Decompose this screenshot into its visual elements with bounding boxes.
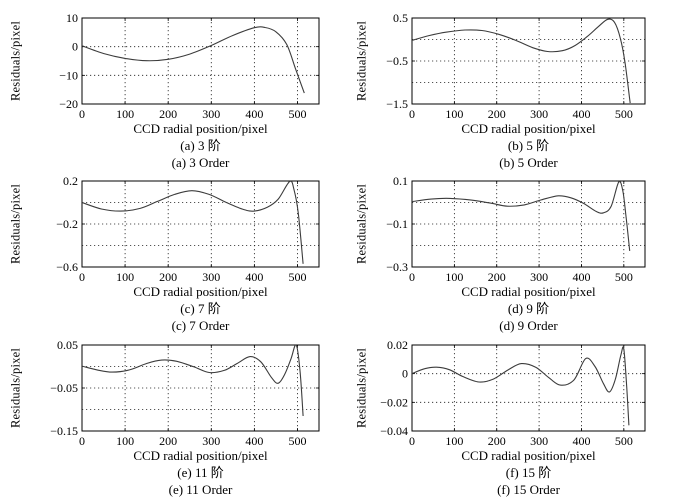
x-tick-label: 500 — [615, 270, 633, 284]
x-tick-label: 100 — [445, 270, 463, 284]
y-tick-label: 0 — [402, 367, 408, 381]
x-tick-label: 200 — [159, 270, 177, 284]
caption-english: (d) 9 Order — [499, 318, 558, 333]
caption-chinese: (d) 9 阶 — [507, 301, 550, 316]
plot-border — [81, 180, 320, 268]
residual-curve — [412, 346, 630, 426]
y-tick-label: −10 — [59, 68, 78, 82]
x-tick-label: 500 — [288, 270, 306, 284]
x-tick-label: 100 — [445, 107, 463, 121]
x-tick-label: 200 — [488, 107, 506, 121]
x-tick-label: 500 — [288, 434, 306, 448]
y-tick-label: 0 — [72, 40, 78, 54]
plot-area: 0 100 200 300 400 500 0.05 −0.05 −0.15 — [50, 338, 320, 448]
y-tick-label: 0.2 — [63, 174, 78, 188]
x-tick-label: 400 — [245, 434, 263, 448]
x-tick-label: 500 — [615, 107, 633, 121]
caption-chinese: (a) 3 阶 — [180, 138, 221, 153]
y-tick-label: 0.02 — [387, 338, 408, 352]
x-axis-label: CCD radial position/pixel — [133, 448, 268, 463]
y-tick-label: 0.1 — [393, 174, 408, 188]
x-axis-label: CCD radial position/pixel — [461, 121, 596, 136]
y-tick-label: −0.02 — [380, 395, 408, 409]
y-tick-label: 0.05 — [57, 338, 78, 352]
x-tick-label: 100 — [116, 107, 134, 121]
x-tick-label: 400 — [572, 270, 590, 284]
x-tick-label: 500 — [288, 107, 306, 121]
subplot: Residuals/pixel 0 100 200 300 400 500 0.02 0 −0.… — [350, 335, 700, 503]
x-tick-label: 400 — [245, 107, 263, 121]
caption-english: (e) 11 Order — [168, 482, 233, 497]
x-tick-label: 200 — [488, 434, 506, 448]
x-tick-label: 300 — [202, 434, 220, 448]
x-tick-label: 300 — [530, 270, 548, 284]
subplot: Residuals/pixel 0 100 200 300 400 500 10 0 −10 −2… — [0, 0, 350, 170]
x-tick-label: 300 — [530, 107, 548, 121]
subplot: Residuals/pixel 0 100 200 300 400 500 0.5 −0.5−… — [350, 0, 700, 170]
y-tick-label: −0.3 — [386, 260, 408, 274]
x-tick-label: 0 — [79, 107, 85, 121]
plot-area: 0 100 200 300 400 500 0.2 −0.2 −0.6 — [56, 174, 320, 284]
y-tick-label: −1.5 — [386, 97, 408, 111]
y-tick-label: 10 — [66, 11, 78, 25]
x-tick-label: 0 — [409, 270, 415, 284]
x-tick-label: 500 — [615, 434, 633, 448]
x-tick-label: 100 — [116, 434, 134, 448]
caption-english: (a) 3 Order — [171, 155, 230, 170]
plot-area: 0 100 200 300 400 500 0.1 −0.1 −0.3 — [386, 174, 646, 284]
subplot: Residuals/pixel 0 100 200 300 400 500 0.2 −0.2−… — [0, 168, 350, 335]
residual-curve — [412, 18, 631, 104]
plot-area: 0 100 200 300 400 500 0.02 0 −0.02 −0.04 — [380, 338, 646, 448]
plot-border — [81, 344, 320, 432]
y-tick-label: −0.05 — [50, 381, 78, 395]
plot-area: 0 100 200 300 400 500 0.5 −0.5 −1.5 — [386, 11, 646, 121]
x-tick-label: 0 — [409, 434, 415, 448]
y-tick-label: −0.6 — [56, 260, 78, 274]
x-axis-label: CCD radial position/pixel — [133, 284, 268, 299]
plot-border — [411, 180, 646, 268]
x-tick-label: 0 — [409, 107, 415, 121]
x-tick-label: 200 — [159, 434, 177, 448]
caption-chinese: (f) 15 阶 — [505, 465, 552, 480]
x-tick-label: 0 — [79, 270, 85, 284]
residual-curve — [82, 345, 304, 417]
plot-border — [411, 344, 646, 432]
x-axis-label: CCD radial position/pixel — [461, 448, 596, 463]
residual-curve — [82, 26, 305, 94]
x-tick-label: 300 — [202, 270, 220, 284]
y-tick-label: −0.04 — [380, 424, 408, 438]
x-tick-label: 0 — [79, 434, 85, 448]
y-tick-label: −0.1 — [386, 217, 408, 231]
x-tick-label: 200 — [159, 107, 177, 121]
caption-english: (f) 15 Order — [497, 482, 560, 497]
residual-curve — [82, 181, 304, 264]
y-tick-label: −20 — [59, 97, 78, 111]
caption-english: (c) 7 Order — [171, 318, 230, 333]
y-tick-label: −0.15 — [50, 424, 78, 438]
residual-curve — [412, 181, 631, 251]
y-tick-label: −0.2 — [56, 217, 78, 231]
x-tick-label: 400 — [572, 434, 590, 448]
x-axis-label: CCD radial position/pixel — [133, 121, 268, 136]
caption-chinese: (e) 11 阶 — [177, 465, 224, 480]
x-tick-label: 300 — [202, 107, 220, 121]
x-tick-label: 300 — [530, 434, 548, 448]
x-tick-label: 100 — [116, 270, 134, 284]
x-tick-label: 100 — [445, 434, 463, 448]
y-tick-label: −0.5 — [386, 54, 408, 68]
x-tick-label: 200 — [488, 270, 506, 284]
subplot: Residuals/pixel 0 100 200 300 400 500 0.1 −0.1−… — [350, 168, 700, 335]
x-tick-label: 400 — [572, 107, 590, 121]
subplot: Residuals/pixel 0 100 200 300 400 500 0.05 −0.0… — [0, 335, 350, 503]
x-tick-label: 400 — [245, 270, 263, 284]
plot-border — [81, 17, 320, 105]
plot-border — [411, 17, 646, 105]
caption-english: (b) 5 Order — [499, 155, 558, 170]
x-axis-label: CCD radial position/pixel — [461, 284, 596, 299]
y-tick-label: 0.5 — [393, 11, 408, 25]
caption-chinese: (c) 7 阶 — [180, 301, 221, 316]
caption-chinese: (b) 5 阶 — [507, 138, 550, 153]
